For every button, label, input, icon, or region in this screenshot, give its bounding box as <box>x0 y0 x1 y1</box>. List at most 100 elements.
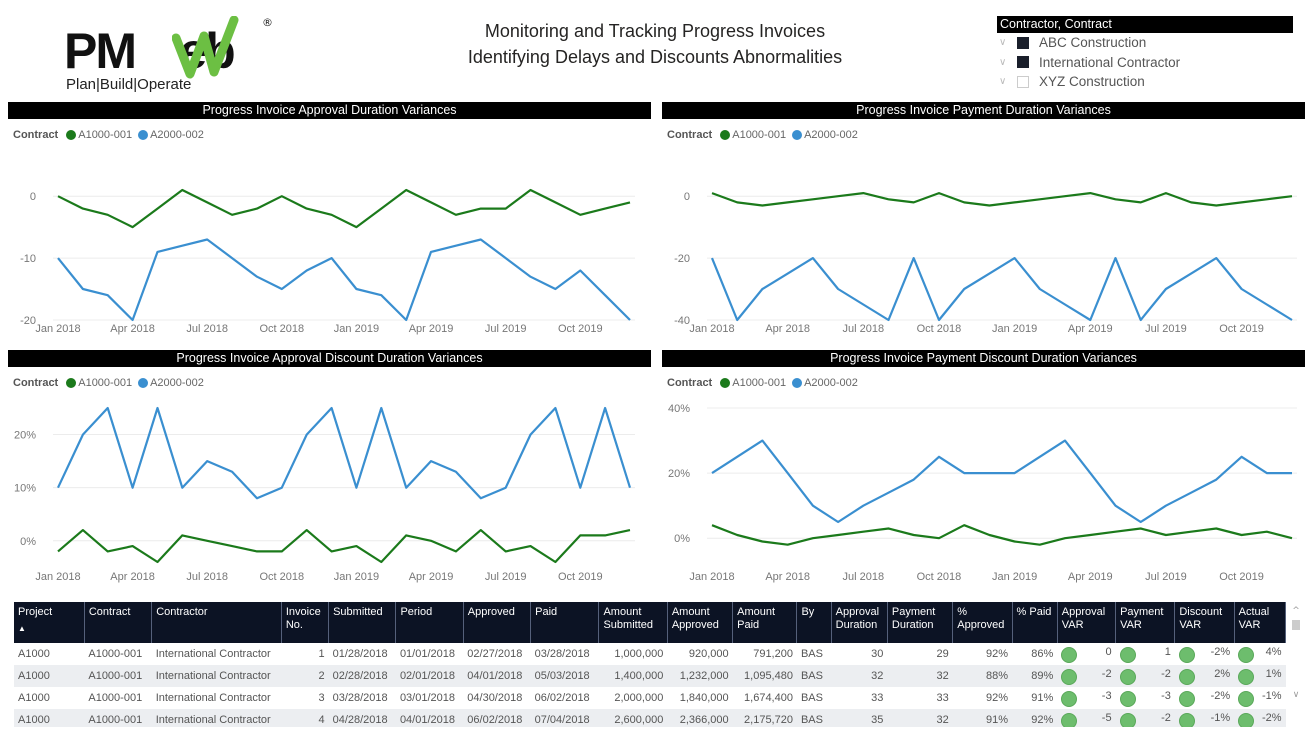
data-point[interactable] <box>1263 528 1271 536</box>
data-point[interactable] <box>859 301 867 309</box>
data-point[interactable] <box>910 531 918 539</box>
column-header[interactable]: By <box>796 602 832 643</box>
slicer-item-xyz-construction[interactable]: ∨ XYZ Construction <box>997 72 1293 92</box>
data-point[interactable] <box>427 457 435 465</box>
data-point[interactable] <box>885 195 893 203</box>
data-point[interactable] <box>601 205 609 213</box>
column-header[interactable]: Contractor <box>151 602 282 643</box>
data-point[interactable] <box>1061 437 1069 445</box>
data-point[interactable] <box>809 502 817 510</box>
data-point[interactable] <box>960 521 968 529</box>
data-point[interactable] <box>104 547 112 555</box>
data-point[interactable] <box>784 469 792 477</box>
data-point[interactable] <box>203 198 211 206</box>
data-point[interactable] <box>1086 469 1094 477</box>
checkbox-checked[interactable] <box>1017 36 1029 49</box>
legend-entry[interactable]: A2000-002 <box>792 377 858 389</box>
column-header[interactable]: Invoice No. <box>281 602 330 643</box>
scroll-thumb[interactable] <box>1292 620 1300 630</box>
data-point[interactable] <box>452 211 460 219</box>
data-point[interactable] <box>758 537 766 545</box>
data-point[interactable] <box>960 469 968 477</box>
data-point[interactable] <box>402 531 410 539</box>
data-point[interactable] <box>377 558 385 566</box>
data-point[interactable] <box>1086 531 1094 539</box>
data-point[interactable] <box>203 236 211 244</box>
table-row[interactable]: A1000 A1000-001 International Contractor 1 0… <box>14 643 1286 665</box>
series-line-A2000-002[interactable] <box>710 257 1293 322</box>
data-point[interactable] <box>129 316 137 324</box>
data-point[interactable] <box>153 558 161 566</box>
data-point[interactable] <box>153 404 161 412</box>
data-point[interactable] <box>1111 502 1119 510</box>
data-point[interactable] <box>733 531 741 539</box>
checkbox-checked[interactable] <box>1017 56 1029 69</box>
data-point[interactable] <box>502 205 510 213</box>
scroll-down-icon[interactable]: ∨ <box>1292 690 1300 700</box>
data-point[interactable] <box>1137 316 1145 324</box>
data-point[interactable] <box>1061 534 1069 542</box>
series-line-A1000-001[interactable] <box>711 191 1293 207</box>
data-point[interactable] <box>1011 469 1019 477</box>
data-point[interactable] <box>1162 502 1170 510</box>
column-header[interactable]: Discount VAR <box>1174 602 1235 643</box>
data-point[interactable] <box>985 201 993 209</box>
data-point[interactable] <box>427 537 435 545</box>
data-point[interactable] <box>79 205 87 213</box>
chevron-down-icon[interactable]: ∨ <box>999 37 1007 49</box>
data-point[interactable] <box>834 285 842 293</box>
data-point[interactable] <box>1212 201 1220 209</box>
legend-entry[interactable]: A1000-001 <box>66 377 132 389</box>
data-point[interactable] <box>153 205 161 213</box>
data-point[interactable] <box>502 484 510 492</box>
data-point[interactable] <box>79 526 87 534</box>
data-point[interactable] <box>758 201 766 209</box>
data-point[interactable] <box>1111 195 1119 203</box>
scroll-up-icon[interactable]: ^ <box>1292 606 1300 616</box>
column-header[interactable]: % Paid <box>1012 602 1058 643</box>
data-point[interactable] <box>527 273 535 281</box>
data-point[interactable] <box>834 531 842 539</box>
legend-entry[interactable]: A1000-001 <box>720 129 786 141</box>
data-point[interactable] <box>477 205 485 213</box>
data-point[interactable] <box>576 484 584 492</box>
column-header[interactable]: Contract <box>84 602 153 643</box>
data-point[interactable] <box>377 291 385 299</box>
data-point[interactable] <box>935 453 943 461</box>
data-point[interactable] <box>834 192 842 200</box>
data-point[interactable] <box>1238 198 1246 206</box>
data-point[interactable] <box>1162 531 1170 539</box>
data-point[interactable] <box>626 484 634 492</box>
data-point[interactable] <box>1288 192 1296 200</box>
data-point[interactable] <box>527 431 535 439</box>
column-header[interactable]: Approved <box>463 602 532 643</box>
data-point[interactable] <box>104 291 112 299</box>
data-point[interactable] <box>352 223 360 231</box>
data-point[interactable] <box>551 285 559 293</box>
data-point[interactable] <box>79 285 87 293</box>
column-header[interactable]: Payment Duration <box>887 602 954 643</box>
data-point[interactable] <box>708 254 716 262</box>
data-point[interactable] <box>935 316 943 324</box>
data-point[interactable] <box>910 254 918 262</box>
data-point[interactable] <box>1212 524 1220 532</box>
data-point[interactable] <box>834 518 842 526</box>
data-point[interactable] <box>104 404 112 412</box>
data-point[interactable] <box>985 270 993 278</box>
data-point[interactable] <box>1036 195 1044 203</box>
data-point[interactable] <box>601 404 609 412</box>
table-row[interactable]: A1000 A1000-001 International Contractor 2 0… <box>14 665 1286 687</box>
data-point[interactable] <box>477 236 485 244</box>
data-point[interactable] <box>1263 469 1271 477</box>
slicer-item-abc-construction[interactable]: ∨ ABC Construction <box>997 33 1293 53</box>
data-point[interactable] <box>328 547 336 555</box>
data-point[interactable] <box>1212 476 1220 484</box>
data-point[interactable] <box>1061 192 1069 200</box>
data-point[interactable] <box>985 469 993 477</box>
column-header[interactable]: Amount Approved <box>667 602 734 643</box>
data-point[interactable] <box>253 547 261 555</box>
data-point[interactable] <box>885 524 893 532</box>
column-header[interactable]: Submitted <box>328 602 397 643</box>
data-point[interactable] <box>452 547 460 555</box>
data-point[interactable] <box>885 489 893 497</box>
